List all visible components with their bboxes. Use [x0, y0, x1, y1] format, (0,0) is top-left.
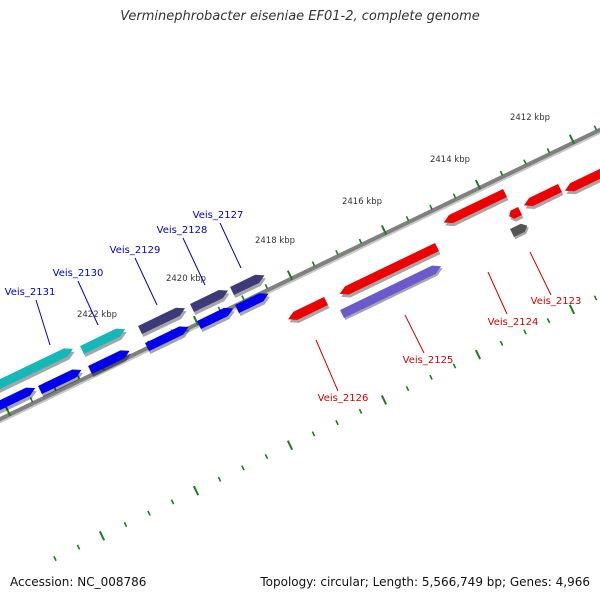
- tick-mark-upper: [335, 249, 339, 256]
- gene-label: Veis_2125: [403, 355, 454, 366]
- gene-arrow-forward: [88, 350, 130, 375]
- gene-arrow-reverse: [443, 188, 507, 224]
- tick-mark-lower: [523, 329, 527, 335]
- tick-mark-lower: [452, 363, 457, 369]
- tick-mark-lower: [405, 385, 410, 392]
- gene-arrow-forward: [197, 307, 234, 330]
- gene-label-leader: [219, 222, 242, 269]
- tick-mark-lower: [474, 349, 482, 360]
- gene-label: Veis_2127: [193, 210, 244, 221]
- tick-mark-lower: [123, 521, 128, 528]
- tick-mark-lower: [76, 544, 81, 550]
- gene-label-leader: [35, 299, 51, 346]
- position-label: 2412 kbp: [510, 113, 550, 123]
- gene-arrow-cog: [230, 274, 265, 296]
- tick-mark-lower: [170, 499, 175, 505]
- tick-mark-lower: [358, 408, 363, 414]
- gene-arrow-forward: [38, 369, 82, 395]
- gene-label: Veis_2128: [157, 225, 208, 236]
- tick-mark-upper: [429, 204, 433, 210]
- tick-mark-upper: [593, 125, 598, 131]
- gene-label-leader: [529, 251, 552, 296]
- position-label: 2422 kbp: [77, 310, 117, 320]
- tick-mark-lower: [593, 295, 598, 301]
- tick-mark-upper: [29, 397, 34, 403]
- tick-mark-lower: [192, 485, 200, 496]
- gene-arrow-forward: [0, 387, 36, 411]
- map-title: Verminephrobacter eiseniae EF01-2, compl…: [120, 9, 480, 24]
- position-label: 2416 kbp: [342, 197, 382, 207]
- tick-mark-upper: [192, 315, 200, 326]
- tick-mark-lower: [286, 440, 294, 451]
- gene-arrow-cog: [80, 328, 126, 355]
- accession-label: Accession: NC_008786: [10, 575, 147, 589]
- gene-label-leader: [134, 257, 158, 306]
- gene-label-leader: [182, 237, 206, 286]
- gene-arrow-cog: [0, 348, 74, 390]
- gene-label: Veis_2124: [488, 317, 539, 328]
- tick-mark-upper: [380, 224, 388, 235]
- position-label: 2420 kbp: [166, 274, 206, 284]
- gene-label-leader: [77, 280, 99, 326]
- tick-mark-lower: [53, 555, 57, 562]
- gene-arrow-reverse: [564, 168, 600, 192]
- tick-mark-upper: [241, 295, 245, 301]
- gene-arrow-forward: [235, 293, 269, 314]
- tick-mark-lower: [217, 476, 222, 482]
- gene-label-leader: [404, 314, 425, 354]
- tick-mark-upper: [286, 270, 294, 281]
- tick-mark-lower: [264, 453, 269, 460]
- tick-mark-upper: [76, 374, 81, 380]
- tick-mark-upper: [358, 238, 363, 244]
- gene-label-leader: [487, 271, 508, 315]
- position-label: 2418 kbp: [255, 236, 295, 246]
- tick-mark-lower: [568, 304, 576, 315]
- gene-arrow-reverse: [509, 206, 522, 219]
- tick-mark-upper: [499, 170, 504, 176]
- gene-label: Veis_2126: [318, 393, 369, 404]
- tick-mark-upper: [546, 148, 551, 154]
- gene-arrow-cog: [190, 290, 229, 313]
- tick-mark-lower: [241, 465, 245, 471]
- tick-mark-lower: [380, 394, 388, 405]
- gene-label: Veis_2131: [5, 287, 56, 298]
- tick-mark-lower: [499, 340, 504, 346]
- gene-label: Veis_2130: [53, 268, 104, 279]
- gene-arrow-cog: [510, 223, 528, 238]
- gene-arrow-reverse: [523, 183, 562, 206]
- position-label: 2414 kbp: [430, 155, 470, 165]
- gene-arrow-cog: [138, 307, 186, 335]
- tick-mark-upper: [568, 134, 576, 145]
- gene-arrow-cog: [340, 265, 442, 319]
- gene-label: Veis_2129: [110, 245, 161, 256]
- tick-mark-lower: [147, 510, 151, 516]
- gene-label: Veis_2123: [531, 296, 582, 307]
- gene-label-leader: [315, 339, 339, 392]
- gene-arrow-forward: [145, 326, 189, 352]
- tick-mark-upper: [523, 159, 527, 165]
- tick-mark-upper: [264, 283, 269, 290]
- tick-mark-lower: [311, 431, 316, 437]
- tick-mark-lower: [546, 318, 551, 324]
- tick-mark-upper: [452, 193, 457, 199]
- tick-mark-lower: [429, 374, 433, 380]
- gene-arrow-reverse: [288, 296, 328, 320]
- backbone-line: [0, 127, 600, 422]
- tick-mark-upper: [474, 179, 482, 190]
- tick-mark-lower: [98, 530, 106, 541]
- tick-mark-upper: [311, 261, 316, 267]
- tick-mark-upper: [405, 215, 410, 222]
- genome-summary: Topology: circular; Length: 5,566,749 bp…: [260, 575, 590, 589]
- tick-mark-lower: [335, 419, 339, 426]
- tick-mark-upper: [4, 406, 12, 417]
- gene-arrow-reverse: [339, 242, 439, 295]
